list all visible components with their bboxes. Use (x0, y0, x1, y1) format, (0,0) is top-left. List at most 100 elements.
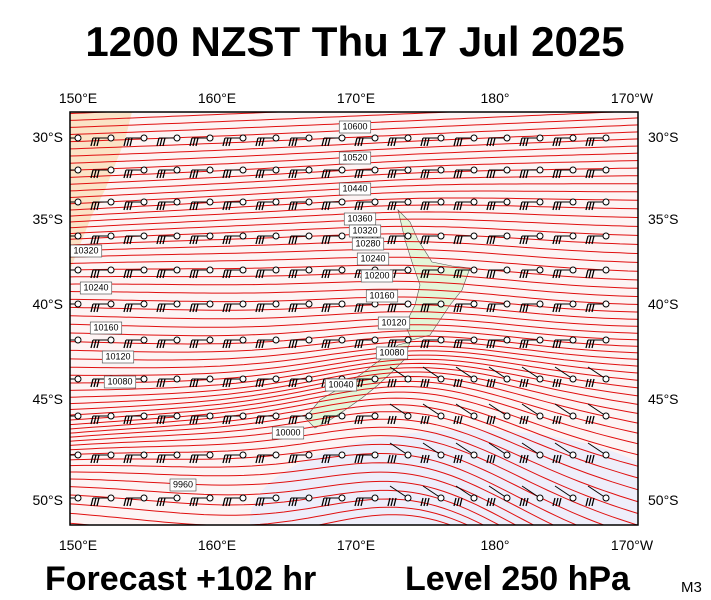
barb-feather (591, 303, 595, 313)
barb-feather (453, 137, 457, 147)
barb-station (140, 134, 148, 142)
barb-feather (519, 235, 523, 245)
barb-feather (291, 303, 295, 313)
barb-feather (58, 340, 60, 348)
contour-label: 10520 (342, 152, 367, 162)
barb-station (140, 494, 148, 502)
contour-line (70, 426, 638, 515)
barb-feather (492, 378, 496, 388)
barb-staff (554, 403, 574, 417)
barb-feather (61, 236, 63, 244)
barb-station (338, 166, 346, 174)
barb-feather (324, 137, 328, 147)
barb-feather (192, 137, 196, 147)
barb-feather (522, 137, 526, 147)
barb-feather (222, 169, 226, 179)
barb-feather (552, 269, 556, 279)
barb-feather (390, 454, 394, 464)
barb-feather (61, 379, 63, 387)
map-area: 10600 10520 10440 10360 10320 10280 10240 10200… (58, 112, 638, 525)
barb-station (272, 336, 280, 344)
barb-feather (591, 169, 595, 179)
contour-label: 9960 (173, 479, 193, 489)
contour-label-box (101, 350, 135, 364)
barb-feather (192, 235, 196, 245)
barb-staff (521, 485, 541, 499)
barb-feather (93, 497, 97, 507)
barb-feather (519, 378, 523, 388)
barb-feather (255, 415, 259, 425)
barb-station (239, 494, 247, 502)
right-tick-label: 50°S (648, 492, 679, 508)
barb-feather (525, 454, 529, 464)
barb-feather (552, 201, 556, 211)
barb-feather (456, 339, 460, 349)
barb-station (536, 336, 544, 344)
contour-label: 10080 (379, 347, 404, 357)
contour-line (70, 296, 638, 313)
barb-station (338, 412, 346, 420)
frame (69, 111, 639, 526)
barb-station (173, 375, 181, 383)
left-tick-label: 30°S (32, 129, 63, 145)
barb-feather (61, 270, 63, 278)
barb-feather (489, 235, 493, 245)
barb-feather (492, 169, 496, 179)
barb-feather (126, 169, 130, 179)
barb-station (470, 166, 478, 174)
barb-feather (255, 378, 259, 388)
barb-feather (159, 497, 163, 507)
barb-station (470, 412, 478, 420)
barb-feather (261, 269, 265, 279)
barb-feather (420, 497, 424, 507)
barb-feather (261, 415, 265, 425)
barb-feather (159, 269, 163, 279)
barb-feather (129, 169, 133, 179)
barb-station (503, 375, 511, 383)
barb-feather (156, 378, 160, 388)
barb-feather (228, 339, 232, 349)
barb-feather (387, 235, 391, 245)
barb-station (173, 300, 181, 308)
barb-feather (261, 169, 265, 179)
barb-feather (426, 378, 430, 388)
barb-station (404, 266, 412, 274)
right-tick-label: 35°S (648, 211, 679, 227)
barb-feather (123, 137, 127, 147)
barb-feather (420, 454, 424, 464)
barb-feather (93, 169, 97, 179)
barb-feather (453, 269, 457, 279)
barb-staff (455, 442, 475, 456)
barb-feather (585, 269, 589, 279)
right-tick-label: 40°S (648, 296, 679, 312)
barb-staff (488, 403, 508, 417)
barb-station (74, 451, 82, 459)
barb-station (74, 336, 82, 344)
barb-feather (195, 303, 199, 313)
barb-feather (162, 454, 166, 464)
barb-feather (426, 303, 430, 313)
contour-line (70, 197, 638, 217)
barb-station (272, 134, 280, 142)
contour-line (70, 452, 578, 525)
contour-line (70, 354, 638, 384)
barb-feather (387, 303, 391, 313)
barb-feather (225, 201, 229, 211)
barb-feather (558, 303, 562, 313)
barb-feather (456, 269, 460, 279)
barb-feather (321, 269, 325, 279)
barb-station (569, 451, 577, 459)
contour-label: 10240 (360, 253, 385, 263)
barb-feather (288, 339, 292, 349)
barb-station (140, 198, 148, 206)
barb-feather (456, 415, 460, 425)
barb-feather (522, 201, 526, 211)
barb-feather (552, 454, 556, 464)
barb-feather (96, 497, 100, 507)
barb-station (371, 375, 379, 383)
barb-feather (555, 497, 559, 507)
barb-feather (258, 378, 262, 388)
barb-feather (393, 201, 397, 211)
barb-feather (459, 378, 463, 388)
barb-station (239, 336, 247, 344)
